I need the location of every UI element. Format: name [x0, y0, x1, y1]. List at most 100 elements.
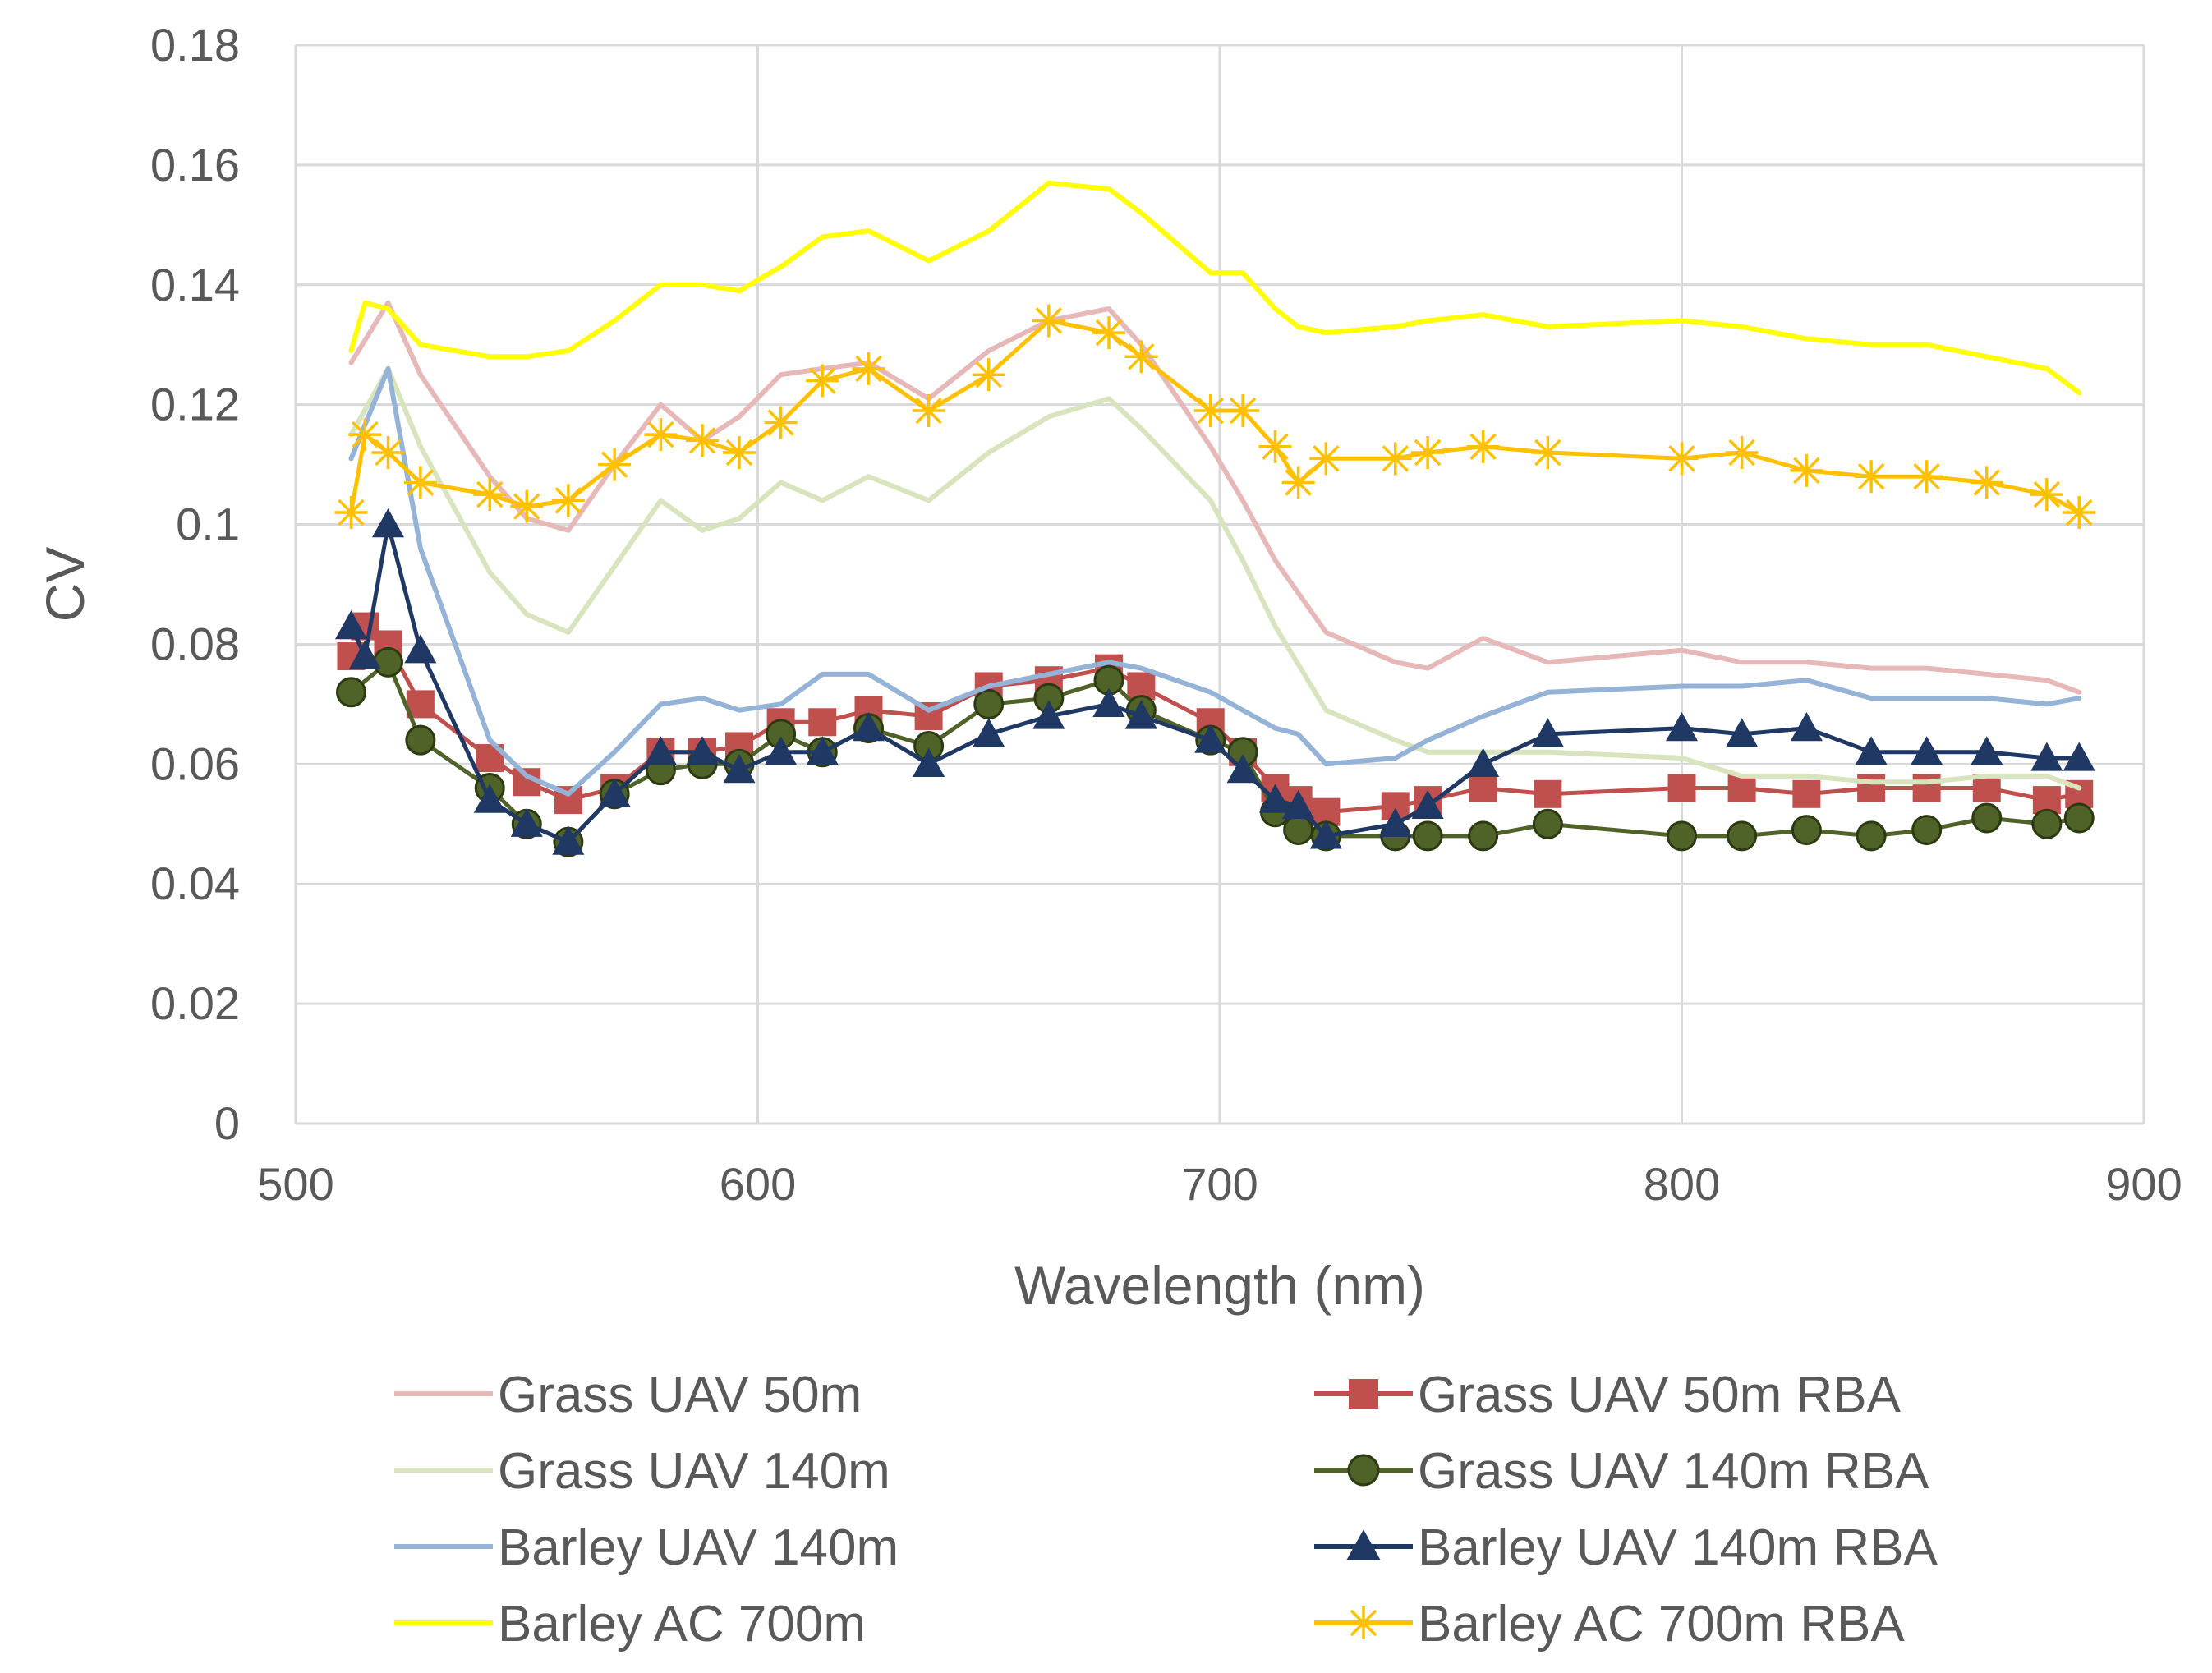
- data-point: [723, 754, 756, 784]
- y-tick-label: 0.02: [150, 977, 240, 1029]
- data-point: [1193, 393, 1227, 427]
- data-point: [686, 736, 719, 765]
- data-point: [1667, 820, 1697, 852]
- series-barley-uav-140m-rba: [334, 508, 2095, 855]
- legend: Grass UAV 50m Grass UAV 140m Barley UAV 14…: [394, 1367, 1938, 1652]
- data-point: [510, 807, 543, 837]
- data-point: [1911, 736, 1943, 765]
- data-point: [2063, 495, 2096, 529]
- data-point: [1970, 466, 2003, 499]
- data-point: [1309, 820, 1342, 849]
- data-point: [973, 688, 1005, 719]
- x-tick-label: 900: [2105, 1158, 2182, 1210]
- legend-label: Barley UAV 140m: [498, 1519, 899, 1576]
- data-point: [348, 640, 381, 669]
- gridlines: [294, 44, 2145, 1125]
- y-tick-label: 0.06: [150, 738, 240, 789]
- data-point: [1667, 774, 1696, 802]
- data-point: [1531, 436, 1565, 470]
- data-point: [1309, 442, 1343, 476]
- legend-item-barley-uav-140m-rba: Barley UAV 140m RBA: [1314, 1519, 1938, 1576]
- data-point: [1910, 460, 1943, 494]
- data-point: [1283, 815, 1314, 846]
- series-line: [348, 365, 2082, 797]
- data-point: [806, 736, 839, 765]
- legend-label: Grass UAV 50m: [498, 1367, 862, 1423]
- data-point: [1855, 736, 1888, 765]
- y-tick-label: 0.16: [150, 139, 240, 191]
- data-point: [1378, 442, 1412, 476]
- data-point: [473, 478, 507, 512]
- data-point: [1971, 736, 2003, 765]
- data-point: [1727, 774, 1756, 802]
- data-point: [765, 736, 798, 765]
- data-point: [1727, 820, 1758, 852]
- x-axis-ticks: 500 600 700 800 900: [257, 1158, 2182, 1210]
- data-point: [1912, 774, 1941, 802]
- data-point: [1534, 779, 1562, 808]
- legend-item-grass-uav-140m-rba: Grass UAV 140m RBA: [1314, 1443, 1929, 1500]
- data-point: [1665, 442, 1699, 476]
- data-point: [723, 436, 756, 470]
- data-point: [403, 466, 437, 499]
- data-point: [1466, 430, 1500, 463]
- series-barley-ac-700m: [348, 180, 2082, 396]
- series-grass-uav-140m: [348, 365, 2082, 791]
- data-point: [686, 424, 719, 457]
- series-line: [348, 180, 2082, 396]
- data-point: [2063, 802, 2095, 834]
- legend-label: Barley AC 700m RBA: [1418, 1596, 1905, 1652]
- data-point: [2030, 742, 2063, 771]
- data-point: [371, 508, 405, 538]
- data-point: [1349, 1379, 1378, 1409]
- data-point: [1346, 1529, 1381, 1560]
- data-point: [1258, 430, 1292, 463]
- data-point: [1347, 1606, 1380, 1639]
- series-grass-uav-50m: [348, 300, 2082, 695]
- x-axis-title: Wavelength (nm): [1014, 1255, 1425, 1316]
- data-point: [1531, 718, 1564, 747]
- x-tick-label: 800: [1644, 1158, 1720, 1210]
- data-point: [371, 436, 405, 470]
- data-point: [1194, 724, 1227, 753]
- legend-item-barley-ac-700m-rba: Barley AC 700m RBA: [1314, 1596, 1905, 1652]
- data-point: [1412, 820, 1443, 852]
- data-point: [972, 358, 1005, 392]
- data-point: [973, 718, 1005, 747]
- y-tick-label: 0.14: [150, 259, 240, 310]
- x-tick-label: 600: [720, 1158, 796, 1210]
- data-point: [404, 634, 437, 664]
- data-point: [1379, 807, 1412, 837]
- data-point: [1347, 1454, 1380, 1487]
- data-point: [373, 646, 403, 678]
- data-point: [1124, 700, 1157, 729]
- legend-item-barley-uav-140m: Barley UAV 140m: [394, 1519, 899, 1576]
- data-point: [405, 724, 436, 756]
- data-point: [1032, 700, 1065, 729]
- data-point: [1411, 789, 1444, 820]
- legend-item-grass-uav-140m: Grass UAV 140m: [394, 1443, 890, 1500]
- data-point: [1468, 820, 1499, 852]
- data-point: [1467, 747, 1500, 777]
- y-axis-title: CV: [34, 547, 95, 623]
- series-barley-ac-700m-rba: [334, 304, 2096, 529]
- data-point: [644, 736, 677, 765]
- data-point: [348, 418, 382, 452]
- data-point: [551, 484, 585, 517]
- legend-label: Grass UAV 140m: [498, 1443, 890, 1500]
- data-point: [913, 747, 945, 777]
- legend-label: Barley UAV 140m RBA: [1418, 1519, 1938, 1576]
- series-line: [348, 365, 2082, 791]
- legend-label: Barley AC 700m: [498, 1596, 866, 1652]
- data-point: [1665, 712, 1699, 742]
- data-point: [1971, 802, 2003, 834]
- data-point: [336, 677, 366, 708]
- x-tick-label: 700: [1181, 1158, 1258, 1210]
- data-point: [1281, 466, 1315, 499]
- series-barley-uav-140m: [348, 365, 2082, 797]
- data-point: [808, 708, 837, 737]
- data-point: [1032, 304, 1065, 338]
- data-point: [1411, 436, 1445, 470]
- data-point: [1855, 460, 1888, 494]
- y-tick-label: 0.18: [150, 19, 240, 71]
